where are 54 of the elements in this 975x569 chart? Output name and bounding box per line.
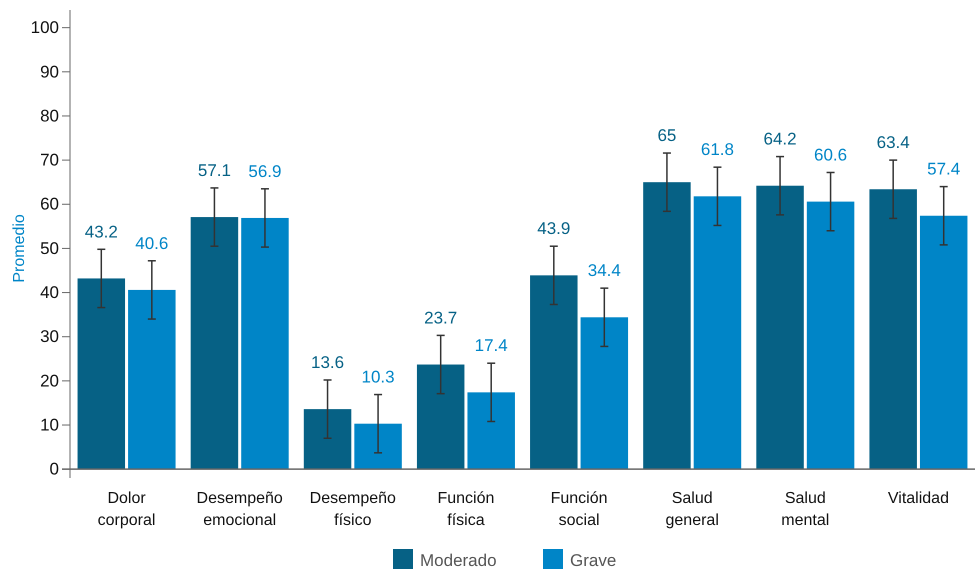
bar <box>806 202 854 470</box>
bar <box>869 189 917 470</box>
y-tick-label: 70 <box>40 150 59 170</box>
bar <box>530 275 578 470</box>
data-label: 40.6 <box>135 234 168 253</box>
data-label: 60.6 <box>814 145 848 164</box>
data-label: 57.4 <box>927 160 960 179</box>
data-label: 64.2 <box>764 130 797 149</box>
data-label: 23.7 <box>424 308 458 328</box>
data-label: 61.8 <box>700 140 734 160</box>
bar <box>304 409 352 470</box>
y-tick-label: 50 <box>40 238 59 258</box>
bar <box>467 392 515 470</box>
legend-label: Moderado <box>420 551 497 569</box>
bar <box>580 317 628 470</box>
data-label: 43.9 <box>537 219 570 238</box>
data-label: 34.4 <box>588 261 621 280</box>
y-tick-label: 0 <box>50 460 59 479</box>
x-tick-label: Desempeño físico <box>310 490 396 529</box>
x-tick-label: Desempeño emocional <box>196 490 283 529</box>
bar <box>416 364 464 470</box>
y-tick-label: 60 <box>40 194 59 214</box>
bar <box>241 218 289 470</box>
bar <box>694 196 742 470</box>
data-label: 63.4 <box>876 133 910 152</box>
bar <box>128 290 176 470</box>
x-tick-label: Dolor corporal <box>98 490 156 529</box>
y-tick-label: 30 <box>40 327 59 346</box>
data-label: 57.1 <box>198 160 231 180</box>
y-axis-title: Promedio <box>11 214 28 283</box>
legend-label: Grave <box>570 551 616 569</box>
bar <box>190 217 238 470</box>
bar <box>78 278 126 470</box>
bar <box>354 424 402 470</box>
y-tick-label: 100 <box>30 18 59 38</box>
y-tick-label: 40 <box>40 283 59 302</box>
bar <box>920 216 968 470</box>
data-label: 43.2 <box>84 222 118 242</box>
data-label: 17.4 <box>474 336 508 356</box>
data-label: 56.9 <box>248 162 282 181</box>
data-label: 65 <box>657 126 676 146</box>
bar <box>643 182 691 470</box>
x-tick-label: Vitalidad <box>888 490 949 507</box>
bar <box>756 186 804 470</box>
data-label: 10.3 <box>362 368 395 387</box>
y-tick-label: 80 <box>40 106 59 126</box>
y-tick-label: 20 <box>40 371 59 390</box>
x-tick-label: Salud mental <box>781 490 830 529</box>
x-tick-label: Función social <box>550 490 608 529</box>
y-tick-label: 10 <box>40 415 59 434</box>
x-tick-label: Función física <box>437 490 494 529</box>
x-tick-label: Salud general <box>666 490 719 529</box>
y-tick-label: 90 <box>40 62 59 82</box>
data-label: 13.6 <box>311 352 344 372</box>
